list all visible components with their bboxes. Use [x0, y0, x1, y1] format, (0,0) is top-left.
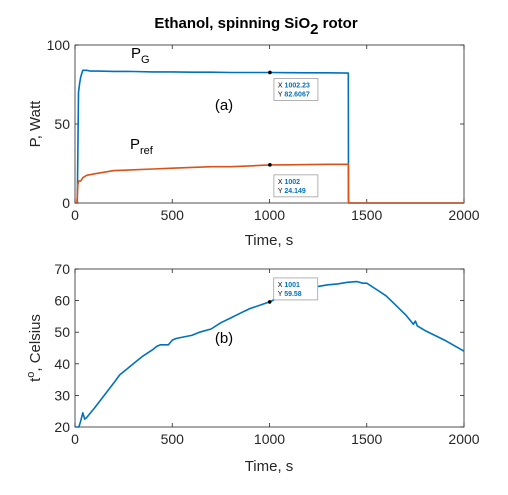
data-tip[interactable]: X 1002.23 Y 82.6067	[268, 70, 319, 101]
data-tip-box	[273, 174, 319, 198]
y-tick-label: 0	[62, 195, 70, 211]
y-tick-label: 60	[54, 293, 70, 309]
data-tip-box	[273, 277, 319, 301]
series-line-power-1	[75, 163, 464, 204]
y-tick-label: 70	[54, 261, 70, 277]
data-tips-power: X 1002.23 Y 82.6067 X 1002 Y 24.149	[268, 70, 319, 198]
data-tips-temperature: X 1001 Y 59.58	[267, 277, 319, 304]
x-tick-label: 2000	[448, 207, 479, 223]
panel-label-b: (b)	[215, 330, 233, 347]
series-lines-power	[75, 69, 464, 204]
plot-area-temperature	[74, 268, 465, 428]
temperature-chart: 0 500 1000 1500 2000 20 30 40 50 60 70 X 1001 Y 59.…	[25, 261, 480, 475]
y-tick-label: 20	[54, 419, 70, 435]
x-tick-label: 2000	[448, 431, 479, 447]
axis-ticks-temperature: 0 500 1000 1500 2000 20 30 40 50 60 70	[54, 261, 479, 447]
plot-area-power	[74, 44, 465, 204]
x-axis-label-power: Time, s	[245, 232, 294, 249]
x-tick-label: 0	[71, 431, 79, 447]
panel-label-a: (a)	[215, 97, 233, 114]
x-tick-label: 1000	[254, 207, 285, 223]
data-tip[interactable]: X 1002 Y 24.149	[268, 163, 319, 198]
y-tick-label: 50	[54, 116, 70, 132]
x-axis-label-temperature: Time, s	[245, 458, 294, 475]
series-lines-temperature	[75, 280, 465, 428]
data-tip-y: Y 59.58	[278, 291, 302, 298]
power-chart: 0 500 1000 1500 2000 0 50 100 X 1002.23 Y 82.606…	[27, 37, 480, 249]
x-tick-label: 1500	[351, 207, 382, 223]
y-axis-label-power: P, Watt	[27, 100, 44, 148]
data-tip-marker	[268, 163, 272, 167]
figure-title: Ethanol, spinning SiO2 rotor	[154, 15, 358, 38]
y-tick-label: 40	[54, 356, 70, 372]
legend-label-pg: PG	[131, 45, 150, 66]
data-tip-marker	[267, 300, 272, 304]
data-tip-x: X 1001	[278, 282, 300, 289]
data-tip[interactable]: X 1001 Y 59.58	[267, 277, 319, 304]
x-tick-label: 1000	[254, 431, 285, 447]
x-tick-label: 0	[71, 207, 79, 223]
legend-label-pref: Pref	[130, 136, 154, 157]
data-tip-x: X 1002.23	[278, 82, 310, 89]
data-tip-x: X 1002	[278, 179, 300, 186]
y-tick-label: 30	[54, 387, 70, 403]
data-tip-y: Y 82.6067	[278, 91, 310, 98]
x-tick-label: 500	[161, 207, 185, 223]
axis-ticks-power: 0 500 1000 1500 2000 0 50 100	[47, 37, 480, 223]
x-tick-label: 500	[161, 431, 185, 447]
y-tick-label: 100	[47, 37, 71, 53]
y-axis-label-temperature: to, Celsius	[25, 314, 44, 382]
x-tick-label: 1500	[351, 431, 382, 447]
data-tip-marker	[268, 70, 272, 75]
data-tip-y: Y 24.149	[278, 188, 306, 195]
series-line-temperature-0	[75, 280, 465, 428]
y-tick-label: 50	[54, 324, 70, 340]
data-tip-box	[273, 78, 319, 101]
